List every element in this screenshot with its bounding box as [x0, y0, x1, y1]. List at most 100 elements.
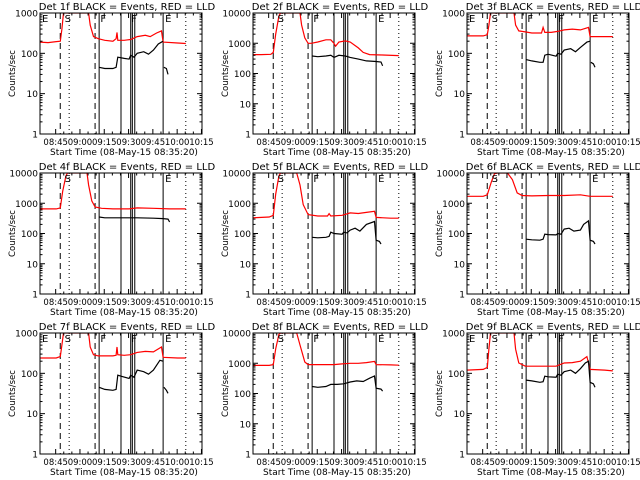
- segment-marker-label: E: [378, 14, 384, 25]
- x-tick-label: 08:45: [470, 138, 495, 148]
- y-tick-label: 10: [240, 420, 252, 430]
- x-tick-label: 09:45: [354, 458, 379, 468]
- x-tick-label: 10:00: [592, 138, 617, 148]
- plot-frame: [466, 332, 630, 455]
- x-tick-label: 09:30: [329, 138, 354, 148]
- y-tick-label: 10000: [436, 170, 465, 180]
- x-tick-label: 09:00: [495, 298, 520, 308]
- y-tick-label: 10000: [222, 170, 251, 180]
- y-axis-label: Counts/sec: [435, 370, 445, 417]
- y-tick-label: 100: [21, 370, 38, 380]
- segment-marker-label: F: [131, 334, 137, 345]
- lld-series-line: [467, 13, 613, 38]
- x-tick-label: 09:45: [354, 138, 379, 148]
- x-tick-label: 10:15: [189, 298, 214, 308]
- y-tick-label: 1000: [15, 200, 38, 210]
- events-series-line: [98, 40, 169, 75]
- x-tick-label: 08:45: [43, 138, 68, 148]
- x-tick-label: 08:45: [43, 458, 68, 468]
- x-tick-label: 10:00: [378, 458, 403, 468]
- x-axis-label: Start Time (08-May-15 08:35:20): [477, 148, 625, 158]
- lld-series-line: [253, 13, 399, 57]
- x-tick-label: 09:45: [141, 138, 166, 148]
- x-tick-label: 10:15: [189, 138, 214, 148]
- events-series-line: [312, 54, 384, 67]
- x-tick-label: 09:45: [568, 298, 593, 308]
- x-tick-label: 10:15: [616, 298, 640, 308]
- y-axis-label: Counts/sec: [435, 50, 445, 97]
- y-tick-label: 10: [454, 410, 466, 420]
- y-tick-label: 10: [27, 260, 39, 270]
- segment-marker-label: E: [592, 14, 598, 25]
- x-tick-label: 09:45: [568, 458, 593, 468]
- x-axis-label: Start Time (08-May-15 08:35:20): [50, 468, 198, 478]
- y-axis-label: Counts/sec: [221, 210, 231, 257]
- lld-series-line: [40, 173, 186, 210]
- y-tick-label: 10: [27, 90, 39, 100]
- y-tick-label: 1000: [228, 200, 251, 210]
- y-tick-label: 10: [454, 90, 466, 100]
- y-tick-label: 1000: [442, 200, 465, 210]
- y-tick-label: 10: [27, 410, 39, 420]
- x-tick-label: 09:15: [92, 298, 117, 308]
- y-tick-label: 1: [245, 451, 251, 461]
- x-tick-label: 09:00: [281, 458, 306, 468]
- y-tick-label: 1000: [15, 10, 38, 20]
- x-tick-label: 09:00: [68, 138, 93, 148]
- events-series-line: [525, 40, 596, 68]
- y-tick-label: 100: [448, 230, 465, 240]
- x-tick-label: 09:30: [543, 138, 568, 148]
- x-tick-label: 10:00: [165, 138, 190, 148]
- x-tick-label: 09:00: [68, 298, 93, 308]
- plot-frame: [466, 12, 630, 135]
- y-tick-label: 100: [21, 230, 38, 240]
- segment-marker-label: F: [100, 334, 106, 345]
- x-tick-label: 10:00: [592, 298, 617, 308]
- lld-series-line: [467, 333, 613, 372]
- x-tick-label: 09:15: [92, 458, 117, 468]
- x-tick-label: 09:30: [329, 298, 354, 308]
- x-tick-label: 08:45: [256, 138, 281, 148]
- segment-marker-label: S: [492, 174, 498, 185]
- y-tick-label: 10000: [222, 10, 251, 20]
- y-axis-label: Counts/sec: [8, 210, 18, 257]
- x-tick-label: 09:30: [543, 298, 568, 308]
- y-tick-label: 100: [234, 390, 251, 400]
- segment-marker-label: F: [131, 14, 137, 25]
- y-tick-label: 100: [234, 70, 251, 80]
- x-tick-label: 09:00: [281, 298, 306, 308]
- y-axis-label: Counts/sec: [8, 370, 18, 417]
- segment-marker-label: S: [65, 334, 71, 345]
- x-tick-label: 09:45: [141, 298, 166, 308]
- segment-marker-label: F: [527, 334, 533, 345]
- events-series-line: [526, 219, 596, 245]
- y-tick-label: 1000: [442, 330, 465, 340]
- lld-series-line: [40, 333, 186, 359]
- segment-marker-label: F: [313, 334, 319, 345]
- x-axis-label: Start Time (08-May-15 08:35:20): [50, 308, 198, 318]
- lld-series-line: [253, 173, 399, 219]
- x-tick-label: 09:15: [519, 138, 544, 148]
- y-tick-label: 1000: [228, 40, 251, 50]
- lld-series-line: [467, 173, 613, 197]
- plot-frame: [39, 12, 203, 135]
- y-tick-label: 1: [32, 131, 38, 141]
- segment-marker-label: S: [492, 14, 498, 25]
- segment-marker-label: F: [100, 14, 106, 25]
- x-tick-label: 09:00: [495, 458, 520, 468]
- x-tick-label: 10:00: [378, 138, 403, 148]
- events-series-line: [99, 216, 171, 223]
- panel-title: Det 9f BLACK = Events, RED = LLD: [466, 322, 640, 333]
- events-series-line: [312, 220, 382, 245]
- segment-marker-label: F: [558, 14, 564, 25]
- lld-series-line: [253, 333, 399, 366]
- segment-marker-label: F: [558, 334, 564, 345]
